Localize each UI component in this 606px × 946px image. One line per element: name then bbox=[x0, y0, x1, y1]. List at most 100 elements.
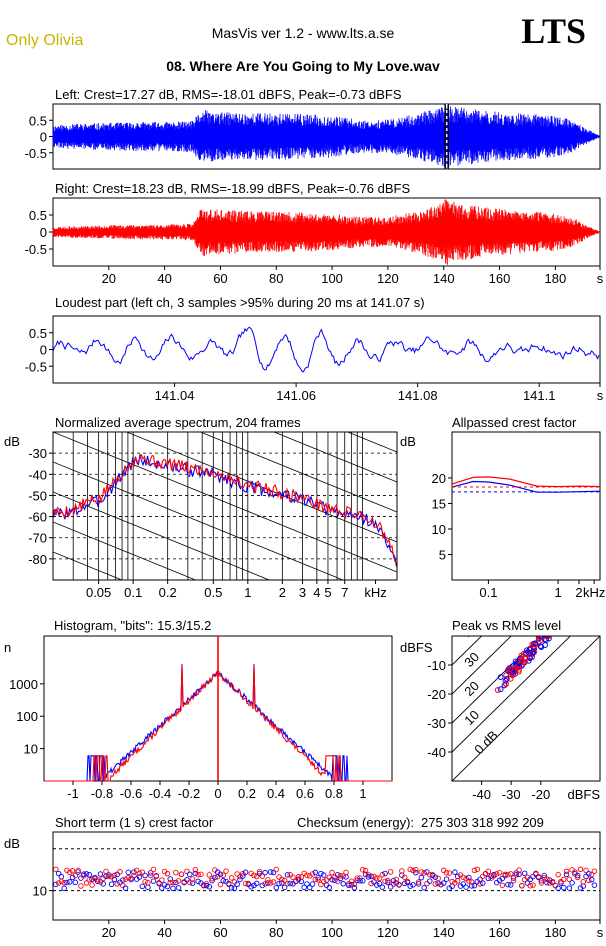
stcrest-point bbox=[122, 885, 129, 891]
stcrest-point bbox=[471, 882, 478, 889]
stcrest-point bbox=[387, 869, 394, 875]
stcrest-point bbox=[192, 870, 199, 877]
stcrest-point bbox=[566, 876, 573, 883]
loudest-part-xtick-label: 141.06 bbox=[276, 388, 316, 403]
stcrest-point bbox=[362, 867, 369, 874]
stcrest-point bbox=[415, 881, 422, 887]
stcrest-point bbox=[563, 871, 570, 878]
stcrest-point bbox=[167, 879, 173, 886]
stcrest-point bbox=[326, 884, 333, 891]
stcrest-point bbox=[295, 873, 302, 880]
stcrest-point bbox=[535, 874, 542, 880]
histogram-xtick-label: 0.4 bbox=[267, 786, 285, 801]
stcrest-point bbox=[401, 874, 408, 881]
stcrest-point bbox=[131, 869, 137, 875]
stcrest-point bbox=[89, 882, 95, 888]
stcrest-point bbox=[348, 878, 355, 884]
stcrest-point bbox=[360, 866, 366, 873]
right-waveform-ytick-label: 0 bbox=[40, 225, 47, 240]
stcrest-point bbox=[505, 871, 511, 878]
stcrest-point bbox=[390, 881, 397, 887]
stcrest-point bbox=[320, 878, 327, 885]
stcrest-point bbox=[588, 871, 595, 878]
stcrest-point bbox=[209, 875, 215, 882]
spectrum-slope bbox=[53, 192, 397, 332]
avg-spectrum-ytick-label: -60 bbox=[28, 510, 47, 525]
stcrest-point bbox=[357, 878, 363, 884]
loudest-part-ytick-label: 0 bbox=[40, 343, 47, 358]
stcrest-point bbox=[477, 881, 483, 887]
short-term-crest-xtick-label: 20 bbox=[102, 925, 116, 940]
stcrest-point bbox=[78, 883, 84, 889]
pvr-point bbox=[503, 676, 510, 682]
short-term-crest-xtick-label: 80 bbox=[269, 925, 283, 940]
stcrest-point bbox=[147, 870, 154, 876]
stcrest-point bbox=[415, 879, 422, 885]
short-term-crest-xtick-label: 120 bbox=[377, 925, 399, 940]
stcrest-point bbox=[61, 879, 67, 886]
stcrest-point bbox=[259, 882, 266, 889]
stcrest-point bbox=[89, 876, 95, 883]
stcrest-point bbox=[64, 879, 70, 886]
stcrest-point bbox=[502, 871, 508, 878]
avg-spectrum-ylabel: dB bbox=[4, 434, 20, 449]
short-term-crest-xtick-label: 160 bbox=[489, 925, 511, 940]
track-title: 08. Where Are You Going to My Love.wav bbox=[166, 58, 440, 74]
spectrum-slope bbox=[53, 491, 271, 580]
stcrest-point bbox=[245, 880, 252, 887]
allpassed-crest-ylabel: dB bbox=[400, 434, 416, 449]
peak-vs-rms-ytick-label: -20 bbox=[427, 687, 446, 702]
stcrest-point bbox=[315, 875, 321, 881]
stcrest-point bbox=[591, 882, 598, 888]
stcrest-point bbox=[53, 881, 59, 888]
avg-spectrum-ytick-label: -50 bbox=[28, 488, 47, 503]
stcrest-point bbox=[281, 877, 288, 884]
stcrest-point bbox=[228, 885, 235, 891]
stcrest-point bbox=[547, 880, 553, 886]
avg-spectrum-ytick-label: -80 bbox=[28, 552, 47, 567]
checksum-label: Checksum (energy): bbox=[297, 815, 414, 830]
short-term-crest-xtick-label: s bbox=[597, 925, 604, 940]
stcrest-point bbox=[541, 875, 547, 881]
stcrest-point bbox=[519, 882, 525, 889]
stcrest-point bbox=[251, 872, 257, 879]
right-waveform-xtick-label: 40 bbox=[157, 271, 171, 286]
stcrest-point bbox=[145, 884, 151, 890]
stcrest-point bbox=[586, 870, 592, 877]
stcrest-point bbox=[173, 869, 179, 876]
stcrest-point bbox=[142, 872, 148, 879]
stcrest-point bbox=[55, 880, 62, 886]
stcrest-point bbox=[368, 880, 374, 887]
spectrum-slope bbox=[346, 432, 397, 453]
stcrest-point bbox=[270, 869, 277, 876]
stcrest-point bbox=[499, 882, 506, 889]
stcrest-point bbox=[131, 872, 137, 879]
stcrest-point bbox=[474, 866, 480, 873]
stcrest-point bbox=[493, 871, 500, 877]
histogram-ytick-label: 100 bbox=[16, 709, 38, 724]
stcrest-point bbox=[248, 884, 254, 890]
stcrest-point bbox=[541, 872, 547, 879]
stcrest-point bbox=[217, 871, 224, 878]
app-title: MasVis ver 1.2 - www.lts.a.se bbox=[211, 25, 395, 41]
stcrest-point bbox=[379, 871, 386, 878]
stcrest-point bbox=[332, 877, 338, 884]
stcrest-point bbox=[195, 871, 201, 878]
stcrest-point bbox=[371, 879, 377, 885]
right-waveform-xtick-label: s bbox=[597, 271, 604, 286]
stcrest-point bbox=[555, 885, 561, 891]
stcrest-point bbox=[438, 881, 444, 888]
stcrest-point bbox=[170, 885, 176, 892]
stcrest-point bbox=[86, 876, 93, 883]
right-waveform-title: Right: Crest=18.23 dB, RMS=-18.99 dBFS, … bbox=[55, 181, 410, 196]
stcrest-point bbox=[159, 885, 165, 891]
stcrest-point bbox=[240, 871, 246, 877]
stcrest-point bbox=[373, 882, 380, 888]
stcrest-point bbox=[435, 875, 441, 882]
stcrest-point bbox=[223, 868, 229, 874]
stcrest-point bbox=[471, 867, 478, 874]
allpassed-crest-ytick-label: 15 bbox=[432, 496, 446, 511]
stcrest-point bbox=[234, 871, 240, 877]
loudest-part-xtick-label: 141.08 bbox=[398, 388, 438, 403]
avg-spectrum-xtick-label: 1 bbox=[244, 585, 251, 600]
